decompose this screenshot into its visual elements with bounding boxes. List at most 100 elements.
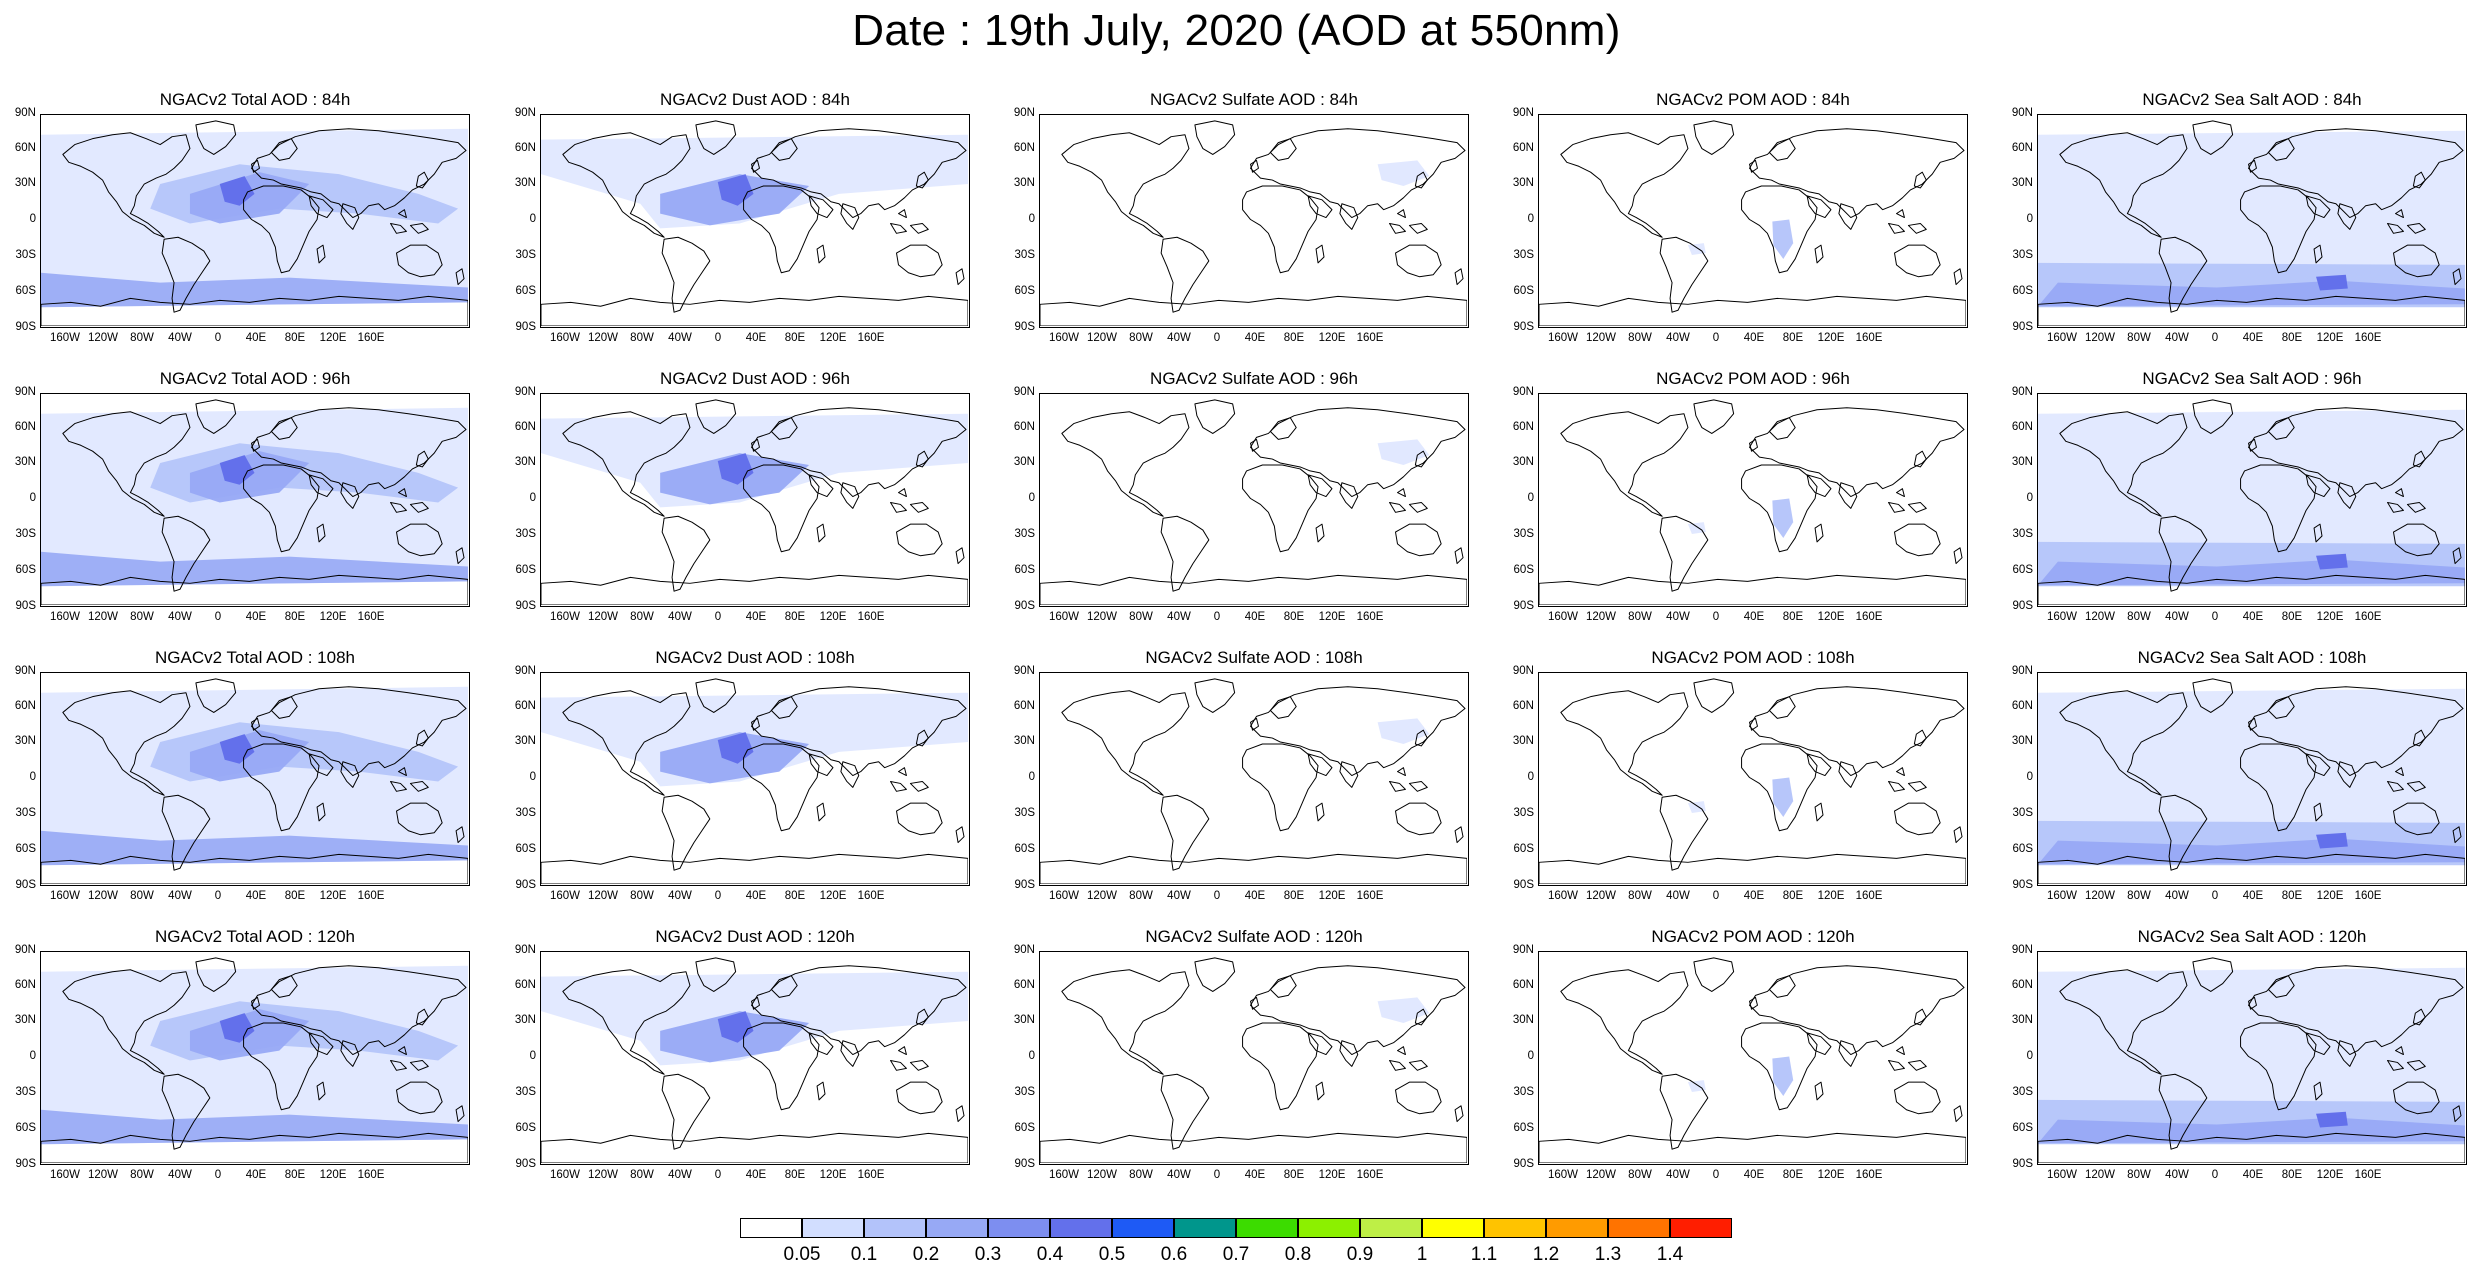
lon-label: 120W [87,611,119,623]
lat-label: 60S [15,564,36,576]
lon-label: 160E [857,611,885,623]
panel-title: NGACv2 Total AOD : 108h [154,648,355,667]
lon-label: 80W [130,890,154,902]
aod-contour [2038,967,2465,1145]
aod-contour [219,455,255,485]
lat-label: 90N [1512,665,1534,677]
lat-label: 90S [2012,1158,2033,1170]
lon-label: 120E [1318,1169,1346,1181]
lon-label: 160W [1547,332,1579,344]
lat-label: 30N [14,735,36,747]
map-frame [1039,393,1469,607]
lon-label: 160E [357,890,385,902]
lat-label: 90S [15,1158,36,1170]
lon-label: 160W [49,611,81,623]
lat-label: 30N [514,1014,536,1026]
map-frame [2037,393,2467,607]
lon-label: 80W [2127,1169,2151,1181]
colorbar-label: 1.1 [1470,1244,1498,1265]
lat-label: 60N [514,700,536,712]
lon-label: 40W [1666,611,1690,623]
aod-contour [41,830,468,866]
lon-label: 80W [630,890,654,902]
lon-label: 40W [1167,890,1191,902]
lat-label: 90S [1014,600,1035,612]
lat-label: 0 [29,771,36,783]
lat-label: 30N [2011,735,2033,747]
lat-label: 60N [1013,979,1035,991]
map-frame [540,114,970,328]
lat-label: 60N [14,700,36,712]
lon-label: 40W [2165,1169,2189,1181]
panel-title: NGACv2 POM AOD : 120h [1651,927,1855,946]
lon-label: 120W [1086,1169,1118,1181]
lat-label: 60S [1014,285,1035,297]
lon-label: 0 [1712,611,1720,623]
aod-contour [1687,243,1706,256]
lon-label: 80W [1628,1169,1652,1181]
lon-label: 0 [214,611,222,623]
colorbar-box [1174,1218,1236,1238]
lon-label: 160E [1356,890,1384,902]
lon-label: 0 [2211,1169,2219,1181]
lon-label: 120E [2316,890,2344,902]
lat-label: 90S [1513,600,1534,612]
aod-field [1539,678,1966,884]
lon-label: 40W [168,611,192,623]
aod-contour [219,176,255,206]
lon-label: 40E [1743,1169,1765,1181]
lon-label: 120E [1817,890,1845,902]
panel-title: NGACv2 Total AOD : 96h [159,369,351,388]
lat-label: 60S [515,843,536,855]
lon-label: 120W [1086,890,1118,902]
lon-label: 40W [1167,611,1191,623]
lon-label: 160W [1048,1169,1080,1181]
lat-label: 30S [515,249,536,261]
lon-label: 0 [1213,890,1221,902]
lon-label: 80E [284,332,306,344]
lon-label: 160E [2354,332,2382,344]
lon-label: 40E [2242,890,2264,902]
map-panel: NGACv2 Sea Salt AOD : 84h 90N 60N 30N 0 30S 60… [1997,90,2467,344]
lon-label: 120E [1318,332,1346,344]
lat-label: 0 [1028,213,1035,225]
lon-label: 120W [1086,611,1118,623]
lat-label: 90N [514,107,536,119]
map-frame [1039,672,1469,886]
colorbar-box [1112,1218,1174,1238]
aod-field [1040,678,1467,884]
lat-label: 60S [1513,564,1534,576]
lon-label: 40W [168,890,192,902]
colorbar-label: 1 [1416,1244,1428,1265]
lat-label: 30N [1013,177,1035,189]
lat-label: 90N [1512,107,1534,119]
lon-label: 80W [1628,611,1652,623]
aod-field [1040,399,1467,605]
colorbar-label: 1.3 [1594,1244,1622,1265]
lon-label: 160E [2354,890,2382,902]
lat-label: 60S [515,285,536,297]
coastline [1539,399,1966,605]
colorbar-box [1422,1218,1484,1238]
lon-label: 160W [549,890,581,902]
colorbar-label: 0.9 [1346,1244,1374,1265]
lat-label: 30S [15,249,36,261]
map-frame [2037,951,2467,1165]
lat-label: 90N [514,665,536,677]
lon-label: 120E [819,611,847,623]
map-frame [1039,114,1469,328]
panel-title: NGACv2 Sulfate AOD : 84h [1150,90,1358,109]
lat-label: 60N [2011,142,2033,154]
lat-label: 0 [529,1050,536,1062]
lon-label: 80E [2281,890,2303,902]
lat-label: 60S [15,843,36,855]
aod-contour [1772,219,1794,259]
lat-label: 90S [2012,879,2033,891]
lat-label: 60N [1512,142,1534,154]
map-frame [540,951,970,1165]
aod-contour [1772,1056,1794,1096]
map-frame [40,672,470,886]
lat-label: 60S [15,285,36,297]
lon-label: 80E [284,611,306,623]
lon-label: 40W [168,332,192,344]
